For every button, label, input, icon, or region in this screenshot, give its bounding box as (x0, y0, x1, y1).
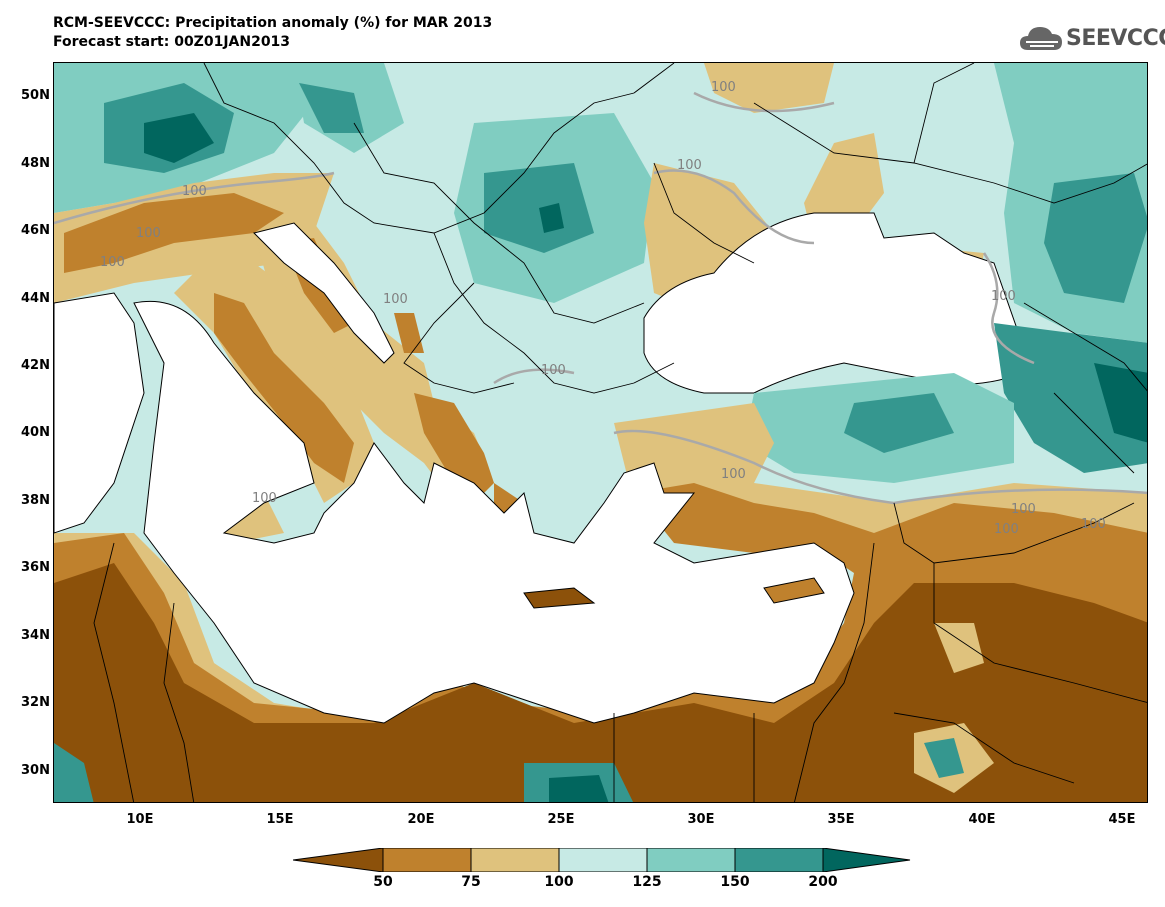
contour-label: 100 (991, 289, 1016, 304)
contour-label: 100 (100, 255, 125, 270)
field-200-nw (144, 113, 214, 163)
lat-tick-label: 48N (21, 156, 50, 171)
chart-title: RCM-SEEVCCC: Precipitation anomaly (%) f… (53, 15, 493, 31)
contour-label: 100 (677, 158, 702, 173)
colorbar-above-200 (822, 848, 911, 872)
lat-tick-label: 32N (21, 695, 50, 710)
field-75-100-syria (934, 623, 984, 673)
contour-label: 100 (252, 491, 277, 506)
lat-tick-label: 34N (21, 628, 50, 643)
colorbar-50-75 (382, 848, 472, 872)
lat-tick-label: 50N (21, 88, 50, 103)
contour-label: 100 (182, 184, 207, 199)
western-med-sea (54, 292, 145, 534)
colorbar-label: 200 (808, 874, 838, 890)
colorbar-100-125 (558, 848, 648, 872)
colorbar-75-100 (470, 848, 560, 872)
lat-tick-label: 46N (21, 223, 50, 238)
map-canvas: 100 100 100 100 100 100 100 100 100 100 … (54, 63, 1147, 802)
crete (523, 587, 596, 609)
field-150-200-central (299, 83, 364, 133)
field-200-romania (539, 203, 564, 233)
contour-100-north (693, 91, 835, 113)
contour-label: 100 (994, 522, 1019, 537)
contour-100-turkey (613, 429, 1147, 505)
colorbar-below-50 (293, 848, 384, 872)
lon-tick-label: 20E (407, 812, 435, 827)
lat-tick-label: 36N (21, 560, 50, 575)
adriatic-sea (253, 222, 395, 364)
lon-tick-label: 45E (1108, 812, 1136, 827)
colorbar-label: 75 (461, 874, 481, 890)
lat-tick-label: 44N (21, 291, 50, 306)
cyprus (763, 577, 825, 604)
seevccc-logo: SEEVCCC (1018, 22, 1165, 56)
lon-tick-label: 30E (687, 812, 715, 827)
black-sea (643, 212, 1030, 394)
chart-subtitle: Forecast start: 00Z01JAN2013 (53, 34, 291, 50)
field-200-caucasus (1094, 363, 1147, 443)
contour-label: 100 (1011, 502, 1036, 517)
lat-tick-label: 42N (21, 358, 50, 373)
contour-label: 100 (383, 292, 408, 307)
colorbar-label: 100 (544, 874, 574, 890)
contour-100-ukraine (653, 169, 815, 245)
lon-tick-label: 25E (547, 812, 575, 827)
contour-label: 100 (1081, 517, 1106, 532)
field-50-75-bosnia (394, 313, 424, 353)
contour-label: 100 (541, 363, 566, 378)
logo-text: SEEVCCC (1066, 26, 1165, 51)
field-150-200-caucasus (994, 323, 1147, 473)
field-below-50-south (54, 563, 1147, 802)
lat-tick-label: 40N (21, 425, 50, 440)
lon-tick-label: 35E (827, 812, 855, 827)
field-50-75-italy (214, 293, 354, 483)
field-50-75-alps (64, 193, 284, 273)
colorbar-label: 50 (373, 874, 393, 890)
lon-tick-label: 15E (266, 812, 294, 827)
field-50-75-albania (414, 393, 494, 503)
field-200-libya (549, 775, 609, 802)
field-150-200-turkey (844, 393, 954, 453)
colorbar-150-200 (734, 848, 824, 872)
lon-tick-label: 40E (968, 812, 996, 827)
colorbar-label: 125 (632, 874, 662, 890)
contour-label: 100 (711, 80, 736, 95)
lon-tick-label: 10E (126, 812, 154, 827)
field-150-200-arabia (924, 738, 964, 778)
field-150-200-algeria (54, 743, 94, 802)
mediterranean-sea (133, 300, 855, 724)
field-75-100-ukraine-n (704, 63, 834, 113)
field-150-200-east (1044, 173, 1147, 303)
contour-100-greece (493, 368, 575, 385)
lat-tick-label: 30N (21, 763, 50, 778)
contour-100-alps (54, 171, 335, 225)
colorbar-125-150 (646, 848, 736, 872)
contour-labels: 100 100 100 100 100 100 100 100 100 100 … (100, 80, 1106, 537)
contour-label: 100 (136, 226, 161, 241)
precipitation-anomaly-map: 100 100 100 100 100 100 100 100 100 100 … (53, 62, 1148, 803)
contour-100-caucasus (982, 252, 1035, 365)
contour-label: 100 (721, 467, 746, 482)
cloud-icon (1020, 27, 1062, 50)
lat-tick-label: 38N (21, 493, 50, 508)
colorbar-label: 150 (720, 874, 750, 890)
country-borders (93, 63, 1147, 802)
colorbar (293, 848, 911, 872)
